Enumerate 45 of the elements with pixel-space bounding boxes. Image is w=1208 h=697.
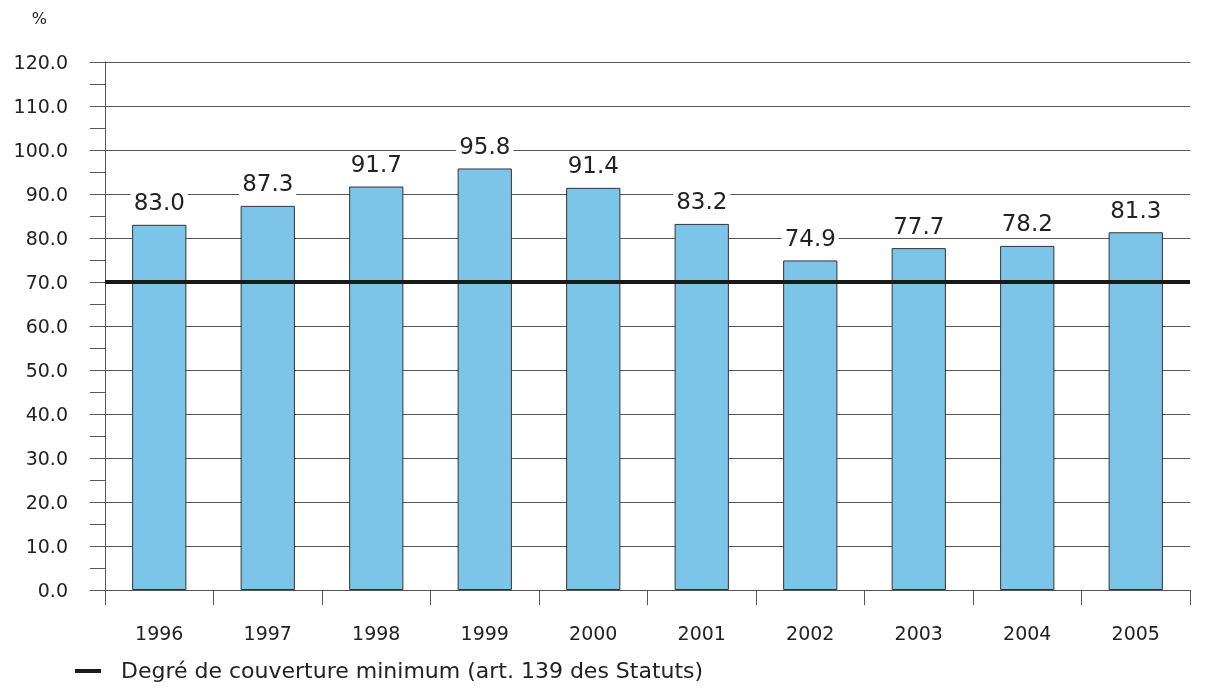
bar (566, 187, 621, 590)
x-tick-label: 2003 (894, 621, 943, 644)
x-tick-label: 1997 (243, 621, 292, 644)
data-label: 83.2 (676, 188, 728, 215)
x-tick-label: 2002 (786, 621, 835, 644)
x-tick-label: 2001 (677, 621, 726, 644)
bar (1000, 245, 1055, 590)
y-axis-title: % (31, 8, 47, 28)
bar (1108, 232, 1163, 590)
bar (457, 168, 512, 590)
bar (674, 223, 729, 590)
y-tick-label: 10.0 (25, 535, 68, 557)
y-tick-label: 20.0 (25, 491, 68, 513)
y-tick-label: 80.0 (25, 227, 68, 249)
data-label: 74.9 (784, 224, 836, 251)
x-tick-label: 1999 (460, 621, 509, 644)
data-label: 81.3 (1110, 196, 1162, 223)
bar (349, 186, 404, 590)
legend-label: Degré de couverture minimum (art. 139 des Statuts) (121, 658, 704, 683)
data-label: 78.2 (1001, 210, 1053, 237)
x-tick-label: 2000 (569, 621, 618, 644)
x-tick-label: 1996 (135, 621, 184, 644)
bar (891, 248, 946, 590)
y-tick-label: 100.0 (13, 139, 68, 161)
data-label: 83.0 (133, 189, 185, 216)
y-tick-label: 30.0 (25, 447, 68, 469)
data-label: 91.4 (567, 152, 619, 179)
data-label: 87.3 (242, 170, 294, 197)
y-tick-label: 40.0 (25, 403, 68, 425)
y-tick-label: 50.0 (25, 359, 68, 381)
data-label: 95.8 (459, 132, 511, 159)
y-tick-label: 70.0 (25, 271, 68, 293)
data-label: 91.7 (350, 151, 402, 178)
bar (132, 224, 187, 590)
y-tick-label: 60.0 (25, 315, 68, 337)
x-tick-label: 2004 (1003, 621, 1052, 644)
y-tick-label: 90.0 (25, 183, 68, 205)
y-tick-label: 0.0 (37, 579, 68, 601)
x-tick-label: 2005 (1111, 621, 1160, 644)
y-tick-label: 110.0 (13, 95, 68, 117)
bar (240, 205, 295, 590)
data-label: 77.7 (893, 212, 945, 239)
bar (783, 260, 838, 590)
y-tick-label: 120.0 (13, 51, 68, 73)
x-tick-label: 1998 (352, 621, 401, 644)
